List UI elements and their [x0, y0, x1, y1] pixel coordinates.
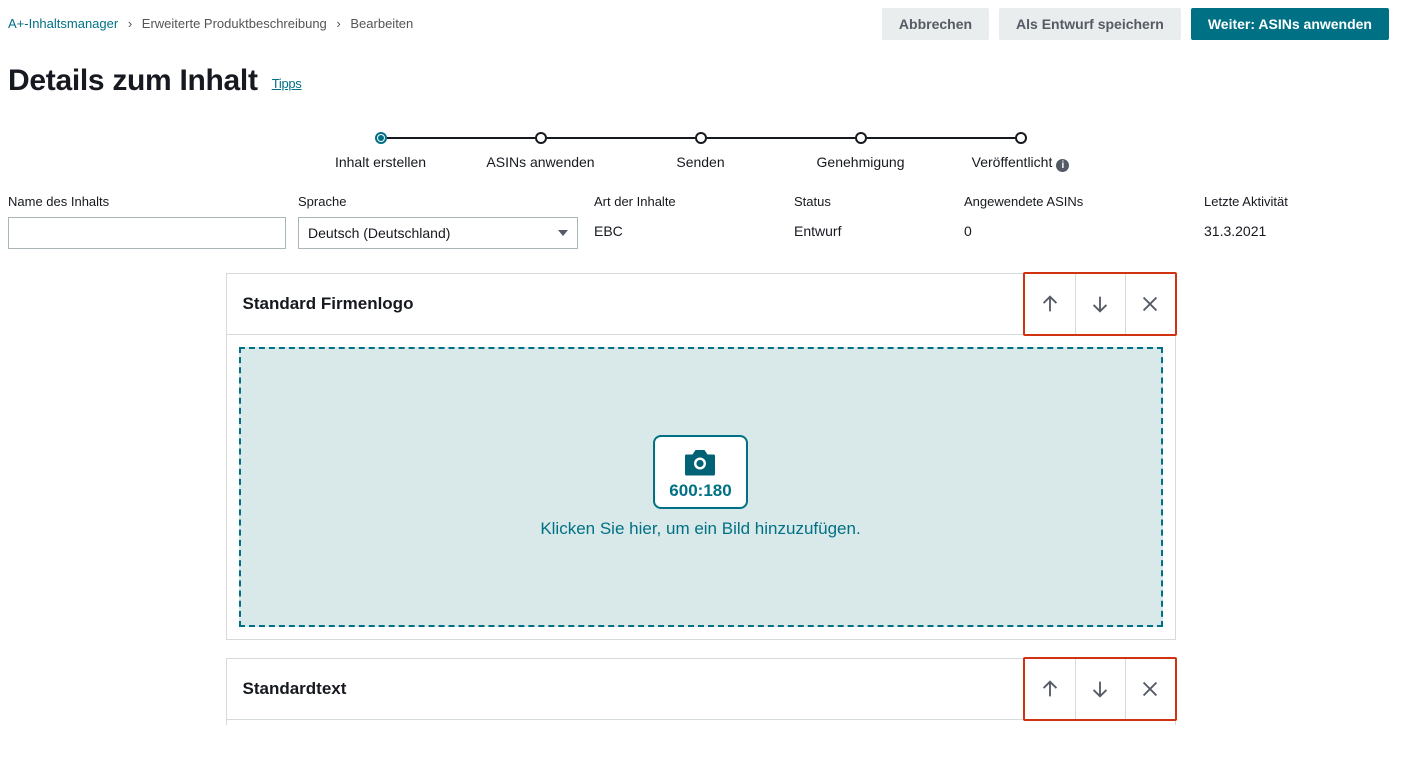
content-name-input[interactable] — [8, 217, 286, 249]
move-up-button[interactable] — [1025, 659, 1075, 719]
dropzone-hint: Klicken Sie hier, um ein Bild hinzuzufüg… — [540, 519, 860, 539]
cancel-button[interactable]: Abbrechen — [882, 8, 989, 40]
tips-link[interactable]: Tipps — [272, 76, 302, 91]
move-down-button[interactable] — [1075, 274, 1125, 334]
label-status: Status — [794, 194, 964, 209]
chevron-right-icon: › — [336, 16, 340, 31]
step-dot-0 — [375, 132, 387, 144]
module-controls-highlight — [1023, 657, 1177, 721]
progress-stepper: Inhalt erstellen ASINs anwenden Senden G… — [0, 132, 1401, 144]
language-select[interactable]: Deutsch (Deutschland) — [298, 217, 578, 249]
value-content-type: EBC — [594, 217, 794, 239]
arrow-down-icon — [1089, 678, 1111, 700]
page-title: Details zum Inhalt Tipps — [8, 64, 1401, 98]
module-title: Standard Firmenlogo — [243, 294, 414, 314]
step-label-1: ASINs anwenden — [486, 154, 594, 170]
remove-button[interactable] — [1125, 659, 1175, 719]
step-label-0: Inhalt erstellen — [335, 154, 426, 170]
move-down-button[interactable] — [1075, 659, 1125, 719]
step-line — [387, 137, 535, 139]
module-logo: Standard Firmenlogo 600:180 Klicken — [226, 273, 1176, 640]
breadcrumb-item-1: Erweiterte Produktbeschreibung — [142, 16, 327, 31]
step-dot-2 — [695, 132, 707, 144]
chevron-right-icon: › — [128, 16, 132, 31]
value-last-activity: 31.3.2021 — [1204, 217, 1384, 239]
language-select-value: Deutsch (Deutschland) — [308, 225, 450, 241]
label-content-type: Art der Inhalte — [594, 194, 794, 209]
step-dot-4 — [1015, 132, 1027, 144]
label-applied-asins: Angewendete ASINs — [964, 194, 1204, 209]
image-dropzone[interactable]: 600:180 Klicken Sie hier, um ein Bild hi… — [239, 347, 1163, 627]
label-content-name: Name des Inhalts — [8, 194, 298, 209]
remove-button[interactable] — [1125, 274, 1175, 334]
value-applied-asins: 0 — [964, 217, 1204, 239]
label-last-activity: Letzte Aktivität — [1204, 194, 1384, 209]
breadcrumb: A+-Inhaltsmanager › Erweiterte Produktbe… — [8, 8, 413, 31]
step-line — [547, 137, 695, 139]
step-line — [707, 137, 855, 139]
arrow-up-icon — [1039, 678, 1061, 700]
breadcrumb-link-home[interactable]: A+-Inhaltsmanager — [8, 16, 118, 31]
close-icon — [1139, 678, 1161, 700]
step-label-4: Veröffentlichti — [972, 154, 1070, 172]
module-title: Standardtext — [243, 679, 347, 699]
arrow-up-icon — [1039, 293, 1061, 315]
camera-icon — [682, 447, 718, 477]
label-language: Sprache — [298, 194, 594, 209]
step-label-3: Genehmigung — [817, 154, 905, 170]
arrow-down-icon — [1089, 293, 1111, 315]
step-line — [867, 137, 1015, 139]
value-status: Entwurf — [794, 217, 964, 239]
close-icon — [1139, 293, 1161, 315]
module-controls-highlight — [1023, 272, 1177, 336]
image-placeholder: 600:180 — [653, 435, 747, 509]
next-button[interactable]: Weiter: ASINs anwenden — [1191, 8, 1389, 40]
image-dimensions: 600:180 — [669, 481, 731, 501]
save-draft-button[interactable]: Als Entwurf speichern — [999, 8, 1181, 40]
module-text: Standardtext — [226, 658, 1176, 725]
step-label-2: Senden — [676, 154, 724, 170]
caret-down-icon — [558, 230, 568, 236]
step-dot-1 — [535, 132, 547, 144]
info-icon[interactable]: i — [1056, 159, 1069, 172]
breadcrumb-item-2: Bearbeiten — [350, 16, 413, 31]
step-dot-3 — [855, 132, 867, 144]
move-up-button[interactable] — [1025, 274, 1075, 334]
